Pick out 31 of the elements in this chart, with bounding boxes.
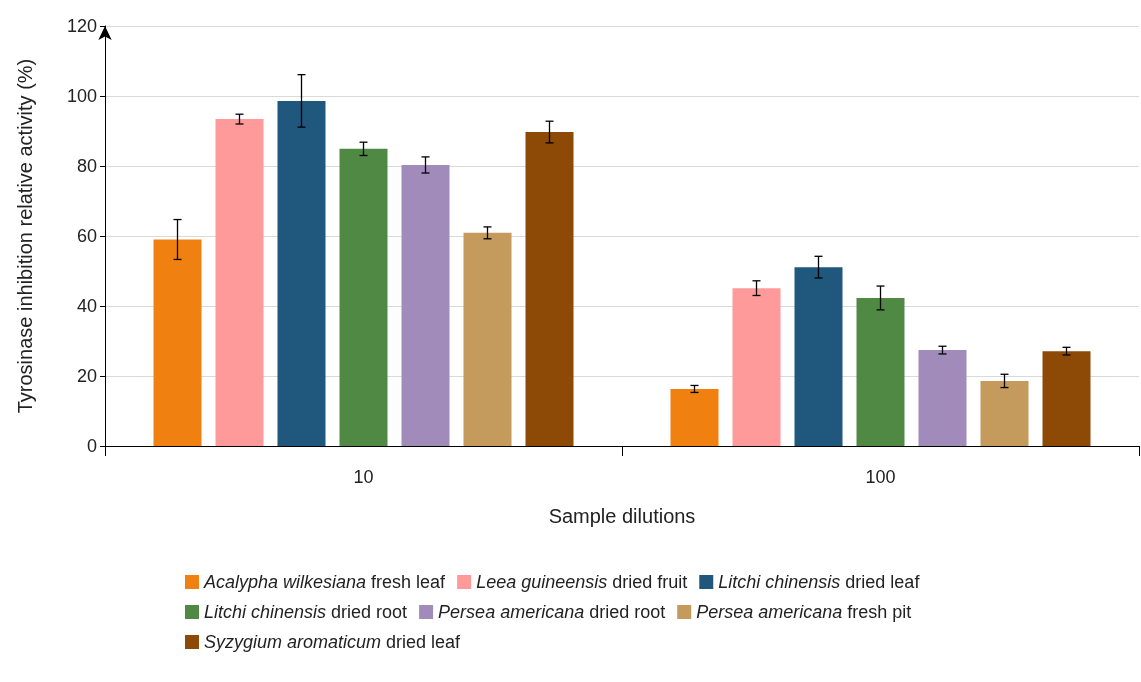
bar: [732, 288, 781, 446]
x-tick-label: 10: [353, 467, 374, 487]
legend-label: Litchi chinensis dried leaf: [718, 572, 921, 592]
bar: [215, 119, 264, 446]
bar: [339, 148, 388, 446]
bar: [277, 100, 326, 446]
x-axis-title: Sample dilutions: [548, 505, 696, 527]
legend-label: Acalypha wilkesiana fresh leaf: [203, 572, 447, 592]
bar: [463, 232, 512, 446]
legend-label: Leea guineensis dried fruit: [476, 572, 688, 592]
y-tick-label: 60: [76, 226, 97, 246]
legend-label: Litchi chinensis dried root: [204, 602, 408, 622]
y-axis-title: Tyrosinase inhibition relative activity (%): [14, 58, 36, 414]
y-tick-label: 20: [76, 366, 97, 386]
bar: [918, 350, 967, 446]
y-tick-label: 100: [66, 86, 97, 106]
legend-label: Persea americana dried root: [438, 602, 666, 622]
y-tick-label: 80: [76, 156, 97, 176]
bar: [525, 132, 574, 446]
bar: [1042, 351, 1091, 446]
bar: [980, 380, 1029, 446]
y-tick-label: 0: [86, 436, 97, 456]
y-tick-label: 40: [76, 296, 97, 316]
bar: [153, 239, 202, 446]
bar: [401, 164, 450, 446]
bar: [794, 267, 843, 446]
bar: [856, 297, 905, 446]
legend-label: Persea americana fresh pit: [696, 602, 912, 622]
y-tick-label: 120: [66, 16, 97, 36]
legend-label: Syzygium aromaticum dried leaf: [204, 632, 462, 652]
bar: [670, 388, 719, 446]
